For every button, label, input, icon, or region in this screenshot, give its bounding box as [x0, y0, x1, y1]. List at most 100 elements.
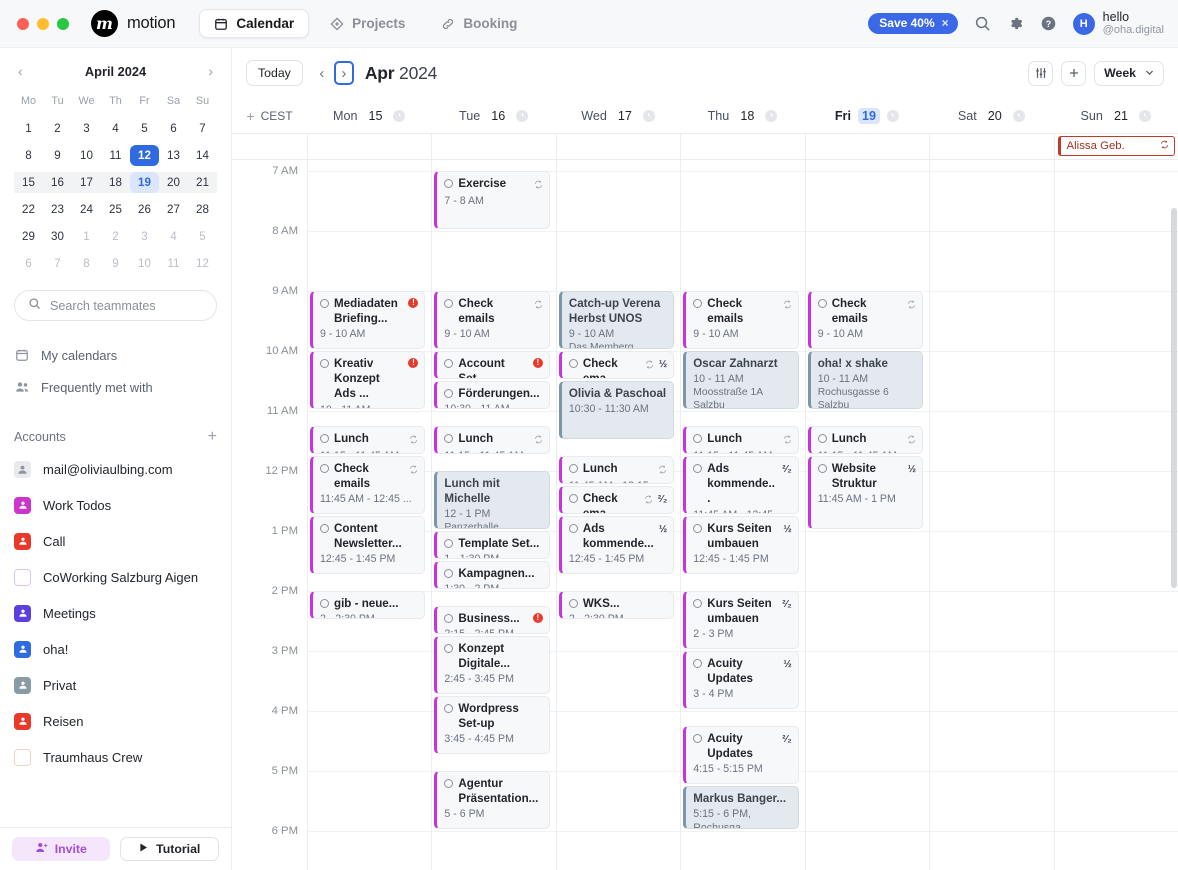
- calendar-event[interactable]: Check emails 9 - 10 AM: [683, 291, 799, 349]
- account-row[interactable]: oha!: [14, 631, 217, 667]
- mini-calendar-day[interactable]: 27: [167, 203, 180, 216]
- complete-task-checkbox[interactable]: [568, 599, 578, 608]
- calendar-event[interactable]: Template Set... 1 - 1:30 PM: [434, 531, 550, 559]
- help-icon[interactable]: ?: [1040, 15, 1057, 32]
- calendar-event[interactable]: Exercise 7 - 8 AM: [434, 171, 550, 229]
- day-header-mon[interactable]: Mon 15: [307, 98, 431, 133]
- tab-calendar[interactable]: Calendar: [199, 9, 310, 38]
- day-grid[interactable]: Mediadaten Briefing...! 9 - 10 AM Kreativ …: [307, 160, 1178, 870]
- mini-calendar-day[interactable]: 2: [54, 122, 61, 135]
- view-selector[interactable]: Week: [1094, 60, 1164, 86]
- scrollbar-thumb[interactable]: [1171, 208, 1177, 588]
- complete-task-checkbox[interactable]: [693, 599, 703, 608]
- minimize-window-button[interactable]: [37, 17, 49, 30]
- clock-icon[interactable]: [1012, 109, 1025, 122]
- account-row[interactable]: Meetings: [14, 595, 217, 631]
- calendar-event[interactable]: Check emails 11:45 AM - 12:45 ...: [310, 456, 426, 514]
- complete-task-checkbox[interactable]: [693, 464, 703, 473]
- mini-calendar-day[interactable]: 23: [51, 203, 64, 216]
- day-header-fri[interactable]: Fri 19: [805, 98, 929, 133]
- all-day-cell[interactable]: Alissa Geb.: [1053, 134, 1178, 159]
- complete-task-checkbox[interactable]: [444, 299, 454, 308]
- complete-task-checkbox[interactable]: [693, 434, 703, 443]
- gear-icon[interactable]: [1007, 15, 1024, 32]
- calendar-event[interactable]: gib - neue... 2 - 2:30 PM: [310, 591, 426, 619]
- close-icon[interactable]: ×: [941, 16, 949, 30]
- day-header-thu[interactable]: Thu 18: [680, 98, 804, 133]
- mini-calendar-day[interactable]: 5: [141, 122, 148, 135]
- complete-task-checkbox[interactable]: [444, 359, 454, 368]
- search-teammates-field[interactable]: [14, 290, 217, 321]
- calendar-event[interactable]: Acuity Updates ²⁄₂ 4:15 - 5:15 PM: [683, 726, 799, 784]
- calendar-event[interactable]: Wordpress Set-up 3:45 - 4:45 PM: [434, 696, 550, 754]
- calendar-event[interactable]: Lunch 11:45 AM - 12:15 ...: [558, 456, 675, 484]
- mini-calendar-day[interactable]: 7: [199, 122, 206, 135]
- tutorial-button[interactable]: Tutorial: [119, 837, 219, 861]
- complete-task-checkbox[interactable]: [817, 434, 827, 443]
- complete-task-checkbox[interactable]: [320, 524, 329, 533]
- calendar-event[interactable]: Check emails 9 - 10 AM: [434, 291, 550, 349]
- calendar-event[interactable]: Website Struktur ½ 11:45 AM - 1 PM: [807, 456, 924, 529]
- mini-calendar-day[interactable]: 12: [196, 257, 209, 270]
- calendar-event[interactable]: Markus Banger... 5:15 - 6 PM, Rochusga: [683, 786, 799, 829]
- all-day-cell[interactable]: [804, 134, 929, 159]
- complete-task-checkbox[interactable]: [444, 539, 454, 548]
- clock-icon[interactable]: [765, 109, 778, 122]
- user-menu[interactable]: H hello @oha.digital: [1072, 10, 1164, 38]
- complete-task-checkbox[interactable]: [320, 464, 329, 473]
- mini-calendar-day[interactable]: 10: [80, 149, 93, 162]
- clock-icon[interactable]: [516, 109, 529, 122]
- complete-task-checkbox[interactable]: [444, 389, 454, 398]
- save-promo-badge[interactable]: Save 40% ×: [868, 13, 958, 34]
- complete-task-checkbox[interactable]: [444, 614, 454, 623]
- maximize-window-button[interactable]: [57, 17, 69, 30]
- search-icon[interactable]: [974, 15, 991, 32]
- complete-task-checkbox[interactable]: [444, 434, 454, 443]
- day-header-wed[interactable]: Wed 17: [556, 98, 680, 133]
- calendar-event[interactable]: Kurs Seiten umbauen ½ 12:45 - 1:45 PM: [683, 516, 799, 574]
- mini-calendar-day[interactable]: 14: [196, 149, 209, 162]
- add-account-button[interactable]: +: [207, 428, 217, 445]
- complete-task-checkbox[interactable]: [693, 734, 703, 743]
- complete-task-checkbox[interactable]: [693, 659, 703, 668]
- complete-task-checkbox[interactable]: [693, 299, 703, 308]
- day-column[interactable]: Catch-up Verena Herbst UNOS 9 - 10 AM Das …: [555, 160, 681, 870]
- mini-calendar-day[interactable]: 11: [167, 257, 180, 270]
- next-week-button[interactable]: ›: [333, 61, 354, 85]
- today-button[interactable]: Today: [246, 60, 303, 86]
- calendar-event[interactable]: Olivia & Paschoal 10:30 - 11:30 AM: [558, 381, 675, 439]
- calendar-event[interactable]: Lunch 11:15 - 11:45 AM: [434, 426, 550, 454]
- mini-calendar-day[interactable]: 20: [167, 176, 180, 189]
- calendar-event[interactable]: Förderungen... 10:30 - 11 AM: [434, 381, 550, 409]
- complete-task-checkbox[interactable]: [444, 779, 454, 788]
- all-day-cell[interactable]: [307, 134, 431, 159]
- tab-booking[interactable]: Booking: [426, 9, 532, 38]
- complete-task-checkbox[interactable]: [817, 464, 827, 473]
- tab-projects[interactable]: Projects: [315, 9, 420, 38]
- mini-calendar-day[interactable]: 13: [167, 149, 180, 162]
- mini-calendar-day[interactable]: 21: [196, 176, 209, 189]
- calendar-event[interactable]: Check emails 9 - 10 AM: [807, 291, 924, 349]
- all-day-cell[interactable]: [431, 134, 555, 159]
- calendar-event[interactable]: Ads kommende... ½ 12:45 - 1:45 PM: [558, 516, 675, 574]
- calendar-event[interactable]: Content Newsletter... 12:45 - 1:45 PM: [310, 516, 426, 574]
- day-column[interactable]: Check emails 9 - 10 AM Oscar Zahnarzt 10 - …: [680, 160, 805, 870]
- calendar-event[interactable]: Kampagnen... 1:30 - 2 PM: [434, 561, 550, 589]
- complete-task-checkbox[interactable]: [320, 599, 329, 608]
- clock-icon[interactable]: [886, 109, 899, 122]
- clock-icon[interactable]: [642, 109, 655, 122]
- calendar-event[interactable]: Ads kommende... ²⁄₂ 11:45 AM - 12:45 ...: [683, 456, 799, 514]
- complete-task-checkbox[interactable]: [444, 644, 454, 653]
- calendar-event[interactable]: Agentur Präsentation... 5 - 6 PM: [434, 771, 550, 829]
- mini-calendar-day[interactable]: 3: [141, 230, 148, 243]
- mini-calendar-day[interactable]: 1: [83, 230, 90, 243]
- account-row[interactable]: Reisen: [14, 703, 217, 739]
- mini-calendar-day[interactable]: 2: [112, 230, 119, 243]
- mini-calendar-day[interactable]: 1: [25, 122, 32, 135]
- mini-calendar-day[interactable]: 25: [109, 203, 122, 216]
- calendar-event[interactable]: Catch-up Verena Herbst UNOS 9 - 10 AM Das …: [558, 291, 675, 349]
- mini-calendar-day[interactable]: 29: [22, 230, 35, 243]
- calendar-event[interactable]: Lunch 11:15 - 11:45 AM: [683, 426, 799, 454]
